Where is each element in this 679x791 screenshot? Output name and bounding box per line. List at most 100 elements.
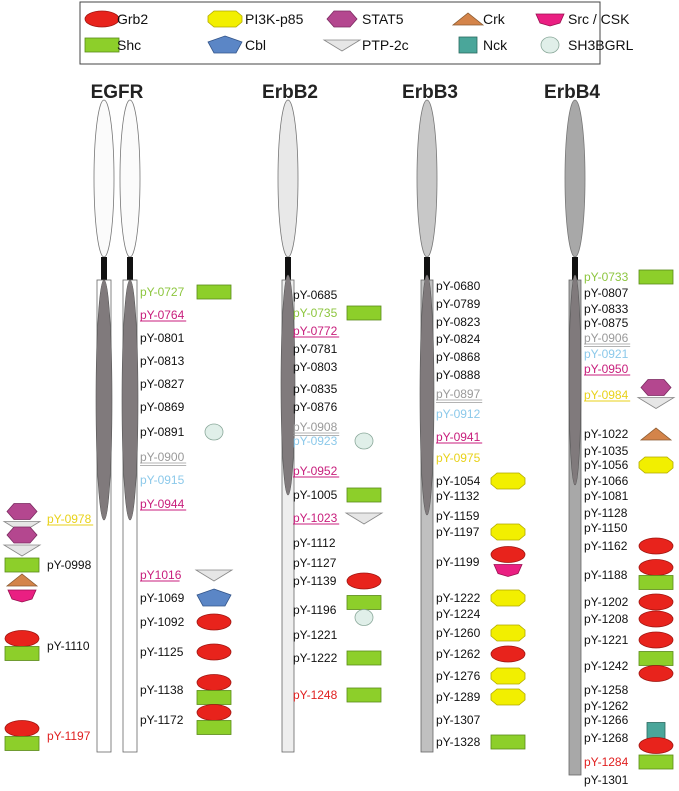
site-binders <box>490 472 526 490</box>
site-binders <box>4 630 40 661</box>
site-label-py-1248: pY-1248 <box>293 688 338 702</box>
site-label-py-0823: pY-0823 <box>436 315 481 329</box>
site-row: pY-0915 <box>140 473 185 487</box>
site-row: pY-0868 <box>436 350 481 364</box>
site-label-py-0813: pY-0813 <box>140 354 185 368</box>
site-row: pY-1081 <box>584 489 629 503</box>
site-binders <box>639 427 673 441</box>
site-row: pY-0727 <box>140 285 185 299</box>
site-row: pY-1221 <box>293 628 338 642</box>
sh3bgrl-icon <box>204 423 224 441</box>
transmembrane-segment <box>127 257 133 280</box>
site-row: pY-1262 <box>584 699 629 713</box>
site-row: pY-1222 <box>436 591 481 605</box>
site-label-py-0921: pY-0921 <box>584 347 629 361</box>
phosphosites: pY-0727 pY-0764 pY-0801 pY-0813 pY-0827 pY-08… <box>47 270 631 787</box>
site-binders <box>4 720 40 751</box>
site-row: pY-1066 <box>584 474 629 488</box>
site-label-py-1081: pY-1081 <box>584 489 629 503</box>
site-binders <box>490 667 526 685</box>
pi3k-p85-icon <box>490 667 526 685</box>
site-label-py-0915: pY-0915 <box>140 473 185 487</box>
cbl-icon <box>207 35 243 54</box>
crk-icon <box>451 12 485 26</box>
grb2-icon <box>638 559 674 576</box>
site-row: pY-1054 <box>436 474 481 488</box>
site-row: pY-1139 <box>293 574 337 588</box>
grb2-icon <box>638 737 674 754</box>
site-row: pY-1069 <box>140 591 185 605</box>
site-row: pY-0876 <box>293 400 338 414</box>
site-row: pY-1284 <box>584 755 629 769</box>
site-label-py-0941: pY-0941 <box>436 430 481 444</box>
grb2-icon <box>638 593 674 611</box>
site-label-py-1127: pY-1127 <box>293 556 337 570</box>
site-row: pY-1056 <box>584 458 629 472</box>
receptor-title: ErbB2 <box>262 82 318 103</box>
shc-icon <box>196 720 232 735</box>
site-row: pY-0823 <box>436 315 481 329</box>
site-row: pY-1005 <box>293 488 338 502</box>
site-row: pY-0735 <box>293 306 338 320</box>
site-label-py-1268: pY-1268 <box>584 731 629 745</box>
site-label-py-0888: pY-0888 <box>436 368 481 382</box>
legend-item-grb2: Grb2 <box>84 10 148 28</box>
site-row: pY-0685 <box>293 288 338 302</box>
legend-label: Shc <box>117 37 141 53</box>
site-label-py-1125: pY-1125 <box>140 645 184 659</box>
site-row: pY-0912 <box>436 407 481 421</box>
site-row: pY-0897 <box>436 387 483 403</box>
site-label-py-1208: pY-1208 <box>584 612 629 626</box>
src-csk-icon <box>7 589 37 603</box>
legend-item-pi3k-p85: PI3K-p85 <box>207 10 304 28</box>
site-label-py-1132: pY-1132 <box>436 489 480 503</box>
site-label-py-1188: pY-1188 <box>584 568 628 582</box>
site-row: pY-1125 <box>140 645 184 659</box>
site-row: pY-1188 <box>584 568 628 582</box>
site-binders <box>196 643 232 661</box>
sh3bgrl-icon <box>354 432 374 450</box>
site-label-py-0912: pY-0912 <box>436 407 481 421</box>
site-row: pY-0891 <box>140 425 185 439</box>
site-row: pY-0835 <box>293 382 338 396</box>
receptor-title: ErbB4 <box>544 82 600 103</box>
site-label-py-0801: pY-0801 <box>140 331 185 345</box>
site-binders <box>638 722 674 754</box>
site-label-py-1066: pY-1066 <box>584 474 629 488</box>
pi3k-p85-icon <box>490 624 526 642</box>
kinase-domain <box>95 279 113 521</box>
receptors: EGFR ErbB2 ErbB3 ErbB4 <box>91 82 600 776</box>
site-row: pY-1159 <box>436 509 480 523</box>
site-label-py-0807: pY-0807 <box>584 286 629 300</box>
shc-icon <box>638 575 674 590</box>
site-label-py-1221: pY-1221 <box>584 633 629 647</box>
receptor-erbb3: ErbB3 <box>402 82 458 753</box>
receptor-erbb4: ErbB4 <box>544 82 600 776</box>
site-label-py-0952: pY-0952 <box>293 464 338 478</box>
site-label-py1016: pY1016 <box>140 568 182 582</box>
site-row: pY-0813 <box>140 354 185 368</box>
site-row: pY-0944 <box>140 497 187 511</box>
site-row: pY-0789 <box>436 297 481 311</box>
site-label-py-0944: pY-0944 <box>140 497 185 511</box>
site-row: pY-0764 <box>140 308 187 322</box>
legend-item-src-csk: Src / CSK <box>535 11 630 27</box>
site-label-py-0908: pY-0908 <box>293 420 338 434</box>
transmembrane-segment <box>424 257 430 280</box>
shc-icon <box>346 595 382 610</box>
cbl-icon <box>196 588 232 607</box>
legend-label: Crk <box>483 11 506 27</box>
site-row: pY-0772 <box>293 324 340 338</box>
transmembrane-segment <box>572 257 578 280</box>
site-label-py-0875: pY-0875 <box>584 316 629 330</box>
site-row: pY-1276 <box>436 669 481 683</box>
site-row: pY-0833 <box>584 302 629 316</box>
site-label-py-0876: pY-0876 <box>293 400 338 414</box>
legend-label: PI3K-p85 <box>245 11 304 27</box>
site-binders <box>638 593 674 611</box>
site-row: pY-0975 <box>436 451 481 465</box>
grb2-icon <box>196 643 232 661</box>
site-row: pY-1222 <box>293 651 338 665</box>
site-label-py-0869: pY-0869 <box>140 400 185 414</box>
